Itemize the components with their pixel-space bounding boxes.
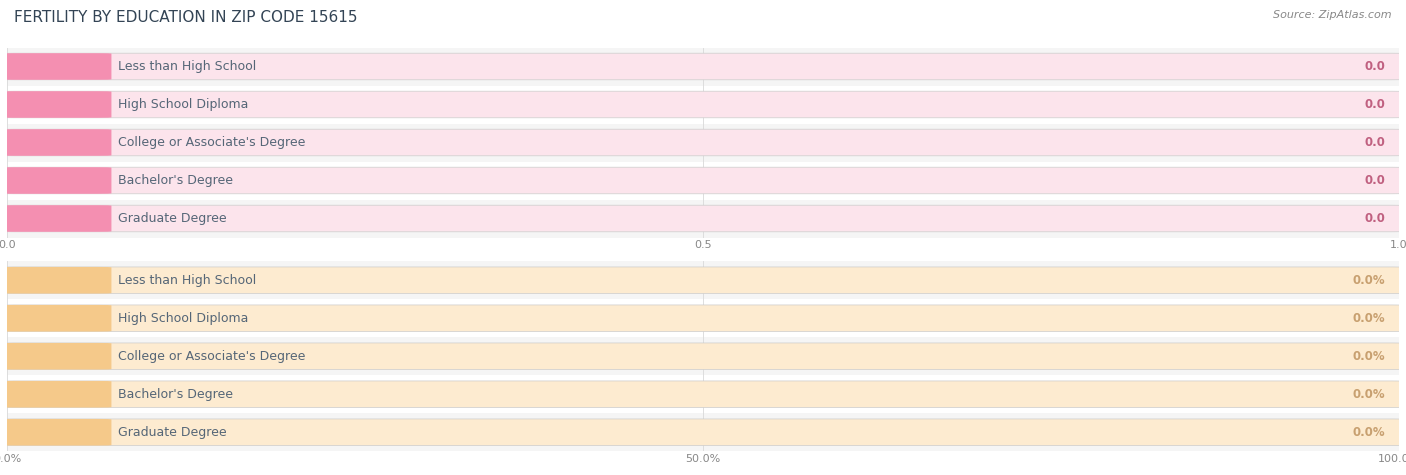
FancyBboxPatch shape — [0, 205, 1406, 232]
Text: 0.0: 0.0 — [1364, 98, 1385, 111]
FancyBboxPatch shape — [0, 267, 111, 294]
FancyBboxPatch shape — [0, 343, 111, 370]
Text: College or Associate's Degree: College or Associate's Degree — [118, 350, 305, 363]
Text: 0.0: 0.0 — [1364, 60, 1385, 73]
FancyBboxPatch shape — [0, 381, 1406, 408]
FancyBboxPatch shape — [0, 53, 111, 80]
Bar — [7, 375, 1399, 413]
Bar — [7, 124, 1399, 162]
FancyBboxPatch shape — [0, 91, 111, 118]
Text: College or Associate's Degree: College or Associate's Degree — [118, 136, 305, 149]
Bar — [7, 86, 1399, 124]
FancyBboxPatch shape — [0, 129, 111, 156]
Text: Bachelor's Degree: Bachelor's Degree — [118, 174, 233, 187]
FancyBboxPatch shape — [0, 305, 111, 332]
Bar — [7, 413, 1399, 451]
Text: Bachelor's Degree: Bachelor's Degree — [118, 388, 233, 401]
FancyBboxPatch shape — [0, 167, 1406, 194]
Bar — [7, 200, 1399, 238]
Text: Graduate Degree: Graduate Degree — [118, 426, 226, 439]
Bar — [7, 48, 1399, 86]
FancyBboxPatch shape — [0, 305, 1406, 332]
FancyBboxPatch shape — [0, 343, 1406, 370]
Bar — [7, 299, 1399, 337]
Bar — [7, 337, 1399, 375]
Text: 0.0: 0.0 — [1364, 212, 1385, 225]
Text: Less than High School: Less than High School — [118, 60, 257, 73]
FancyBboxPatch shape — [0, 91, 1406, 118]
Text: FERTILITY BY EDUCATION IN ZIP CODE 15615: FERTILITY BY EDUCATION IN ZIP CODE 15615 — [14, 10, 357, 25]
FancyBboxPatch shape — [0, 167, 111, 194]
Bar — [7, 261, 1399, 299]
FancyBboxPatch shape — [0, 381, 111, 408]
FancyBboxPatch shape — [0, 419, 1406, 446]
Bar — [7, 162, 1399, 199]
FancyBboxPatch shape — [0, 267, 1406, 294]
Text: 0.0: 0.0 — [1364, 136, 1385, 149]
Text: Source: ZipAtlas.com: Source: ZipAtlas.com — [1274, 10, 1392, 19]
Text: 0.0%: 0.0% — [1353, 312, 1385, 325]
Text: 0.0%: 0.0% — [1353, 350, 1385, 363]
Text: Less than High School: Less than High School — [118, 274, 257, 287]
Text: 0.0%: 0.0% — [1353, 426, 1385, 439]
Text: 0.0%: 0.0% — [1353, 274, 1385, 287]
Text: 0.0: 0.0 — [1364, 174, 1385, 187]
FancyBboxPatch shape — [0, 205, 111, 232]
Text: Graduate Degree: Graduate Degree — [118, 212, 226, 225]
Text: High School Diploma: High School Diploma — [118, 98, 249, 111]
FancyBboxPatch shape — [0, 53, 1406, 80]
Text: 0.0%: 0.0% — [1353, 388, 1385, 401]
FancyBboxPatch shape — [0, 419, 111, 446]
Text: High School Diploma: High School Diploma — [118, 312, 249, 325]
FancyBboxPatch shape — [0, 129, 1406, 156]
